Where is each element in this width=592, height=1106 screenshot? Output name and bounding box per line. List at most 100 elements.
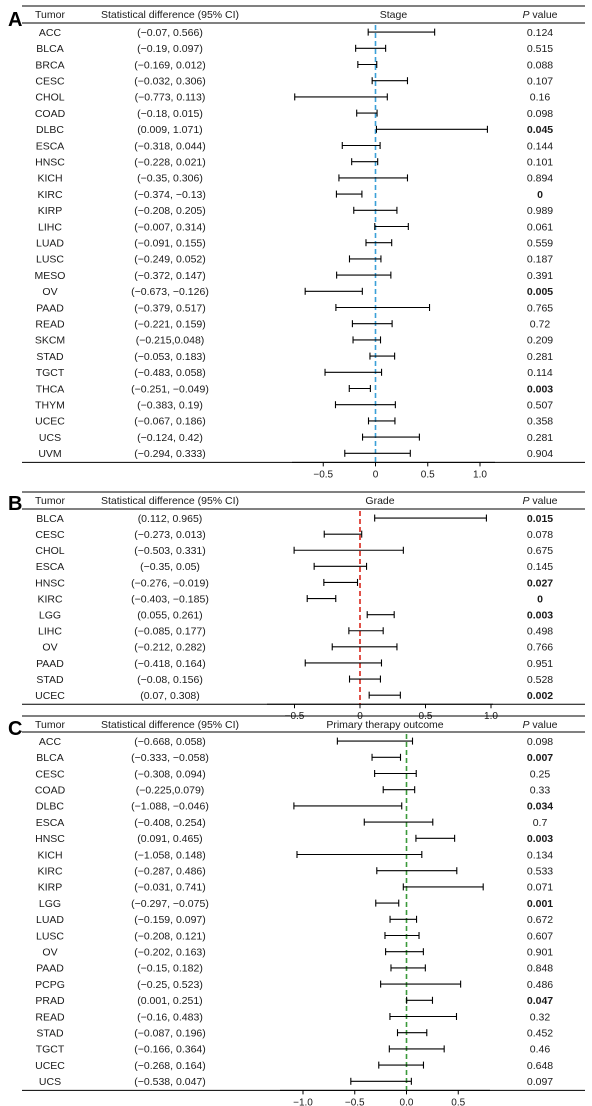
- row-tumor-label: COAD: [35, 785, 66, 797]
- row-p-value: 0.045: [527, 124, 553, 136]
- row-p-value: 0.003: [527, 833, 553, 845]
- row-ci-label: (−0.318, 0.044): [134, 140, 206, 152]
- row-ci-label: (0.009, 1.071): [137, 124, 202, 136]
- row-ci-label: (−0.25, 0.523): [137, 979, 203, 991]
- column-header-p-value: P value: [522, 9, 557, 21]
- row-p-value: 0.765: [527, 302, 553, 314]
- row-tumor-label: LGG: [39, 609, 61, 621]
- row-p-value: 0.281: [527, 351, 553, 363]
- row-ci-label: (−0.372, 0.147): [134, 270, 206, 282]
- x-axis-tick-label: 1.0: [473, 469, 487, 480]
- row-ci-label: (−0.374, −0.13): [134, 189, 206, 201]
- row-p-value: 0.358: [527, 416, 553, 428]
- row-ci-label: (−0.124, 0.42): [137, 432, 203, 444]
- row-tumor-label: KIRC: [37, 189, 63, 201]
- row-p-value: 0.007: [527, 752, 553, 764]
- row-p-value: 0.672: [527, 914, 553, 926]
- row-ci-label: (−0.215,0.048): [136, 335, 205, 347]
- row-p-value: 0.528: [527, 674, 553, 686]
- row-p-value: 0.209: [527, 335, 553, 347]
- row-tumor-label: SKCM: [35, 335, 65, 347]
- row-tumor-label: OV: [42, 286, 57, 298]
- row-ci-label: (−0.212, 0.282): [134, 642, 206, 654]
- column-header-plot-title: Grade: [365, 495, 394, 507]
- column-header-ci: Statistical difference (95% CI): [101, 719, 239, 731]
- row-tumor-label: PRAD: [35, 995, 65, 1007]
- row-p-value: 0.507: [527, 400, 553, 412]
- row-p-value: 0.951: [527, 658, 553, 670]
- row-ci-label: (−0.668, 0.058): [134, 736, 206, 748]
- panel-label: C: [8, 718, 22, 740]
- x-axis-tick-label: −0.5: [345, 1097, 365, 1106]
- row-p-value: 0.047: [527, 995, 553, 1007]
- row-p-value: 0.134: [527, 849, 553, 861]
- row-tumor-label: KIRC: [37, 593, 63, 605]
- row-tumor-label: STAD: [36, 674, 64, 686]
- row-ci-label: (−0.287, 0.486): [134, 866, 206, 878]
- x-axis-tick-label: −0.5: [285, 711, 305, 722]
- row-ci-label: (−0.208, 0.205): [134, 205, 206, 217]
- row-p-value: 0.187: [527, 254, 553, 266]
- row-tumor-label: THYM: [35, 400, 65, 412]
- row-tumor-label: THCA: [36, 383, 65, 395]
- column-header-tumor: Tumor: [35, 495, 65, 507]
- row-p-value: 0.078: [527, 529, 553, 541]
- row-ci-label: (−0.225,0.079): [136, 785, 205, 797]
- column-header-tumor: Tumor: [35, 719, 65, 731]
- column-header-ci: Statistical difference (95% CI): [101, 9, 239, 21]
- row-tumor-label: PAAD: [36, 658, 64, 670]
- row-ci-label: (−0.07, 0.566): [137, 27, 203, 39]
- row-tumor-label: CESC: [35, 768, 65, 780]
- row-ci-label: (−0.085, 0.177): [134, 626, 206, 638]
- row-tumor-label: READ: [35, 1011, 65, 1023]
- x-axis-tick-label: 0: [373, 469, 379, 480]
- row-p-value: 0.034: [527, 801, 553, 813]
- row-p-value: 0.003: [527, 383, 553, 395]
- row-p-value: 0.46: [530, 1044, 551, 1056]
- row-tumor-label: KIRP: [38, 205, 63, 217]
- row-ci-label: (−0.294, 0.333): [134, 448, 206, 460]
- row-p-value: 0.124: [527, 27, 553, 39]
- row-p-value: 0.002: [527, 690, 553, 702]
- row-tumor-label: UCEC: [35, 690, 65, 702]
- row-tumor-label: CHOL: [35, 92, 64, 104]
- column-header-p-value: P value: [522, 719, 557, 731]
- row-p-value: 0.766: [527, 642, 553, 654]
- row-ci-label: (−0.18, 0.015): [137, 108, 203, 120]
- row-tumor-label: ESCA: [36, 561, 65, 573]
- row-ci-label: (−0.297, −0.075): [131, 898, 209, 910]
- row-p-value: 0.027: [527, 577, 553, 589]
- row-p-value: 0.005: [527, 286, 553, 298]
- row-tumor-label: PCPG: [35, 979, 65, 991]
- row-p-value: 0.281: [527, 432, 553, 444]
- row-tumor-label: BLCA: [36, 43, 63, 55]
- row-ci-label: (−0.276, −0.019): [131, 577, 209, 589]
- row-ci-label: (−0.268, 0.164): [134, 1060, 206, 1072]
- row-p-value: 0.391: [527, 270, 553, 282]
- row-tumor-label: KICH: [37, 849, 62, 861]
- row-ci-label: (−0.483, 0.058): [134, 367, 206, 379]
- row-ci-label: (−0.333, −0.058): [131, 752, 209, 764]
- row-p-value: 0.486: [527, 979, 553, 991]
- row-p-value: 0: [537, 593, 543, 605]
- row-tumor-label: KIRC: [37, 866, 63, 878]
- column-header-plot-title: Primary therapy outcome: [326, 719, 443, 731]
- row-ci-label: (0.091, 0.465): [137, 833, 202, 845]
- x-axis-tick-label: 0.5: [419, 711, 433, 722]
- row-p-value: 0.72: [530, 319, 551, 331]
- row-p-value: 0.16: [530, 92, 551, 104]
- row-p-value: 0.071: [527, 882, 553, 894]
- row-tumor-label: ACC: [39, 736, 62, 748]
- row-ci-label: (−0.15, 0.182): [137, 963, 203, 975]
- row-p-value: 0.015: [527, 513, 553, 525]
- row-tumor-label: LUAD: [36, 914, 64, 926]
- row-ci-label: (−0.221, 0.159): [134, 319, 206, 331]
- x-axis-tick-label: 1.0: [484, 711, 498, 722]
- row-ci-label: (−0.503, 0.331): [134, 545, 206, 557]
- row-p-value: 0.607: [527, 930, 553, 942]
- row-ci-label: (−0.19, 0.097): [137, 43, 203, 55]
- row-tumor-label: DLBC: [36, 124, 64, 136]
- row-tumor-label: OV: [42, 947, 57, 959]
- column-header-p-value: P value: [522, 495, 557, 507]
